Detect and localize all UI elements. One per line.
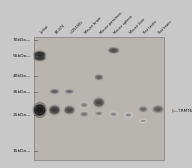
Ellipse shape [67,109,72,111]
FancyBboxPatch shape [34,37,164,160]
Ellipse shape [81,113,88,116]
Ellipse shape [67,91,71,92]
Text: 40kDa—: 40kDa— [13,74,31,78]
Ellipse shape [50,89,59,94]
Text: 55kDa—: 55kDa— [13,54,31,58]
Ellipse shape [124,113,133,118]
Ellipse shape [112,114,115,115]
Ellipse shape [97,101,101,104]
Text: Mouse liver: Mouse liver [128,17,146,35]
Ellipse shape [97,113,101,114]
Text: U-251MG: U-251MG [69,20,84,35]
Ellipse shape [35,52,44,57]
Ellipse shape [53,91,56,92]
Text: 35kDa—: 35kDa— [13,90,31,94]
Text: Mouse pancreas: Mouse pancreas [99,11,122,35]
Ellipse shape [152,106,164,113]
Ellipse shape [142,120,145,121]
Ellipse shape [138,106,148,112]
Ellipse shape [96,75,102,79]
Ellipse shape [37,57,42,59]
Ellipse shape [125,113,132,117]
Ellipse shape [140,107,147,111]
Text: 15kDa—: 15kDa— [13,149,31,153]
Ellipse shape [95,99,103,106]
Ellipse shape [110,113,117,116]
Text: Mouse brain: Mouse brain [84,16,103,35]
Text: 70kDa—: 70kDa— [13,38,31,42]
Ellipse shape [95,75,103,80]
Ellipse shape [109,112,118,117]
Ellipse shape [97,76,101,78]
Ellipse shape [35,56,44,60]
Text: Jurkat: Jurkat [40,25,50,35]
Ellipse shape [34,51,46,58]
Ellipse shape [52,109,57,112]
Ellipse shape [94,111,103,116]
Ellipse shape [51,90,58,93]
Ellipse shape [109,48,118,52]
Ellipse shape [80,112,89,117]
Text: Rat brain: Rat brain [158,20,173,35]
Text: BT-474: BT-474 [55,24,66,35]
Ellipse shape [65,90,74,94]
Ellipse shape [156,108,160,110]
Text: Mouse spleen: Mouse spleen [114,14,134,35]
Ellipse shape [37,54,42,56]
Text: Rat testis: Rat testis [143,20,158,35]
Ellipse shape [65,107,73,113]
Ellipse shape [139,119,147,122]
Ellipse shape [140,120,146,122]
Ellipse shape [141,108,145,110]
Ellipse shape [111,50,116,51]
Ellipse shape [154,107,162,112]
Ellipse shape [64,106,74,114]
Text: 25kDa—: 25kDa— [13,113,31,117]
Ellipse shape [35,105,45,115]
Ellipse shape [82,114,86,115]
Ellipse shape [37,108,42,112]
Ellipse shape [93,97,104,108]
Ellipse shape [34,55,46,61]
Text: ▷—TRMT61A: ▷—TRMT61A [172,108,192,112]
Ellipse shape [82,104,86,106]
Ellipse shape [127,114,130,116]
Ellipse shape [108,47,119,53]
Ellipse shape [66,90,73,93]
Ellipse shape [95,112,102,115]
Ellipse shape [50,107,59,113]
Ellipse shape [49,105,60,115]
Ellipse shape [79,102,89,108]
Ellipse shape [80,103,88,107]
Ellipse shape [33,102,46,118]
